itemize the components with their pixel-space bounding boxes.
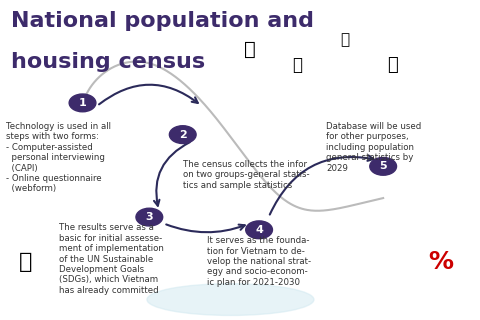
Circle shape — [136, 208, 163, 226]
Text: 4: 4 — [255, 225, 263, 235]
Text: 👤: 👤 — [387, 56, 398, 74]
Text: 💬: 💬 — [340, 32, 349, 47]
Text: National population and: National population and — [11, 11, 314, 31]
Circle shape — [246, 221, 273, 239]
Text: The census collects the infor
on two groups-general statis-
tics and sample stat: The census collects the infor on two gro… — [183, 160, 309, 190]
Text: 5: 5 — [379, 161, 387, 171]
Text: It serves as the founda-
tion for Vietnam to de-
velop the national strat-
egy a: It serves as the founda- tion for Vietna… — [206, 236, 311, 287]
Text: 👥: 👥 — [244, 39, 255, 59]
Text: 1: 1 — [79, 98, 86, 108]
Circle shape — [169, 126, 196, 143]
Text: Technology is used in all
steps with two forms:
- Computer-assisted
  personal i: Technology is used in all steps with two… — [6, 122, 111, 193]
Text: 🔍: 🔍 — [19, 252, 32, 271]
Text: Database will be used
for other purposes,
including population
general statistic: Database will be used for other purposes… — [326, 122, 421, 172]
Text: housing census: housing census — [11, 52, 205, 72]
Text: The results serve as a
basic for initial assesse-
ment of implementation
of the : The results serve as a basic for initial… — [59, 223, 164, 295]
Circle shape — [370, 157, 396, 175]
Text: 📊: 📊 — [292, 56, 302, 74]
Text: 2: 2 — [179, 130, 187, 140]
Text: %: % — [428, 250, 453, 274]
Circle shape — [69, 94, 96, 112]
Text: 3: 3 — [145, 212, 153, 222]
Ellipse shape — [147, 284, 314, 316]
